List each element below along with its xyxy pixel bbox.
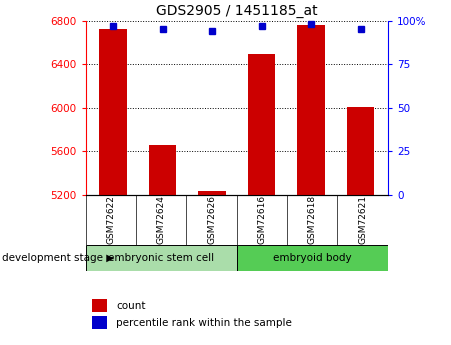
Text: GSM72621: GSM72621 <box>358 195 367 245</box>
Bar <box>198 190 226 195</box>
Bar <box>99 29 127 195</box>
Bar <box>347 107 374 195</box>
Text: GSM72622: GSM72622 <box>106 196 115 244</box>
Bar <box>92 299 107 312</box>
Text: embryonic stem cell: embryonic stem cell <box>108 253 214 263</box>
Title: GDS2905 / 1451185_at: GDS2905 / 1451185_at <box>156 4 318 18</box>
Bar <box>86 245 237 271</box>
Bar <box>248 55 275 195</box>
Bar <box>149 145 176 195</box>
Text: development stage ▶: development stage ▶ <box>2 253 115 263</box>
Text: GSM72626: GSM72626 <box>207 195 216 245</box>
Text: embryoid body: embryoid body <box>273 253 352 263</box>
Text: GSM72618: GSM72618 <box>308 195 317 245</box>
Bar <box>297 25 325 195</box>
Text: count: count <box>116 301 145 310</box>
Text: percentile rank within the sample: percentile rank within the sample <box>116 318 292 328</box>
Bar <box>237 245 388 271</box>
Bar <box>92 316 107 329</box>
Text: GSM72616: GSM72616 <box>258 195 267 245</box>
Text: GSM72624: GSM72624 <box>157 196 166 244</box>
